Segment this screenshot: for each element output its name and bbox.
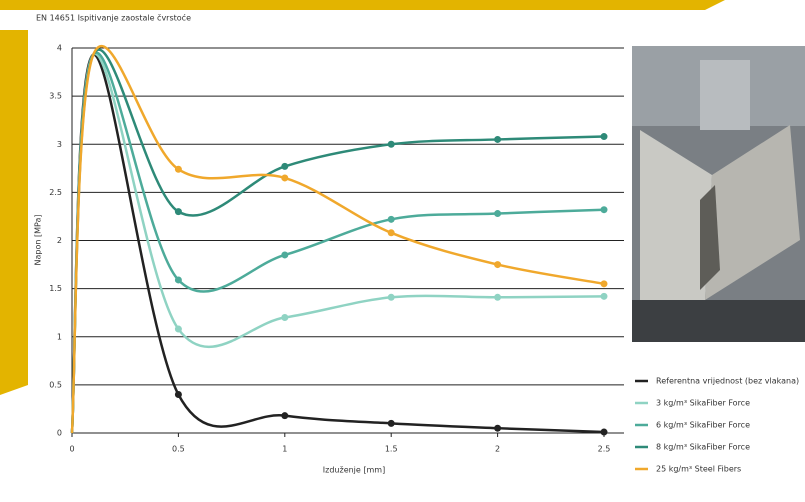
decor-band	[0, 30, 28, 395]
y-tick-label: 2.5	[49, 188, 62, 197]
chart-title: EN 14651 Ispitivanje zaostale čvrstoće	[36, 13, 191, 23]
legend-label: 3 kg/m³ SikaFiber Force	[656, 399, 750, 408]
point	[175, 166, 182, 173]
series-line	[72, 50, 604, 433]
chart: EN 14651 Ispitivanje zaostale čvrstoće I…	[0, 0, 805, 502]
point	[388, 229, 395, 236]
point	[281, 314, 288, 321]
x-tick-label: 2.5	[598, 445, 611, 454]
point	[494, 425, 501, 432]
photo	[632, 46, 805, 342]
point	[281, 251, 288, 258]
series-line	[72, 55, 604, 433]
legend-label: 8 kg/m³ SikaFiber Force	[656, 443, 750, 452]
y-axis-label: Napon [MPa]	[34, 215, 43, 266]
x-tick-label: 1.5	[385, 445, 398, 454]
point	[388, 216, 395, 223]
x-tick-label: 2	[495, 445, 500, 454]
point	[494, 210, 501, 217]
legend-label: Referentna vrijednost (bez vlakana)	[656, 377, 799, 386]
point	[175, 276, 182, 283]
point	[281, 174, 288, 181]
y-tick-label: 2	[57, 236, 62, 245]
point	[601, 293, 608, 300]
series-line	[72, 54, 604, 433]
x-axis-label: Izduženje [mm]	[323, 466, 385, 475]
series-line	[72, 53, 604, 433]
y-tick-label: 1.5	[49, 284, 62, 293]
y-tick-label: 3.5	[49, 92, 62, 101]
point	[175, 391, 182, 398]
y-tick-label: 3	[57, 140, 62, 149]
y-tick-label: 4	[57, 44, 62, 53]
point	[281, 412, 288, 419]
y-tick-label: 0	[57, 429, 62, 438]
legend-label: 6 kg/m³ SikaFiber Force	[656, 421, 750, 430]
y-tick-label: 0.5	[49, 380, 62, 389]
point	[494, 294, 501, 301]
point	[601, 429, 608, 436]
point	[601, 280, 608, 287]
point	[175, 208, 182, 215]
point	[388, 420, 395, 427]
point	[601, 133, 608, 140]
point	[494, 136, 501, 143]
point	[494, 261, 501, 268]
x-tick-label: 1	[282, 445, 287, 454]
y-tick-label: 1	[57, 332, 62, 341]
legend-label: 25 kg/m³ Steel Fibers	[656, 465, 741, 474]
decor-band	[0, 0, 725, 10]
point	[281, 163, 288, 170]
x-tick-label: 0	[69, 445, 74, 454]
series-line	[72, 46, 604, 433]
point	[388, 141, 395, 148]
x-tick-label: 0.5	[172, 445, 185, 454]
point	[388, 294, 395, 301]
point	[175, 326, 182, 333]
point	[601, 206, 608, 213]
